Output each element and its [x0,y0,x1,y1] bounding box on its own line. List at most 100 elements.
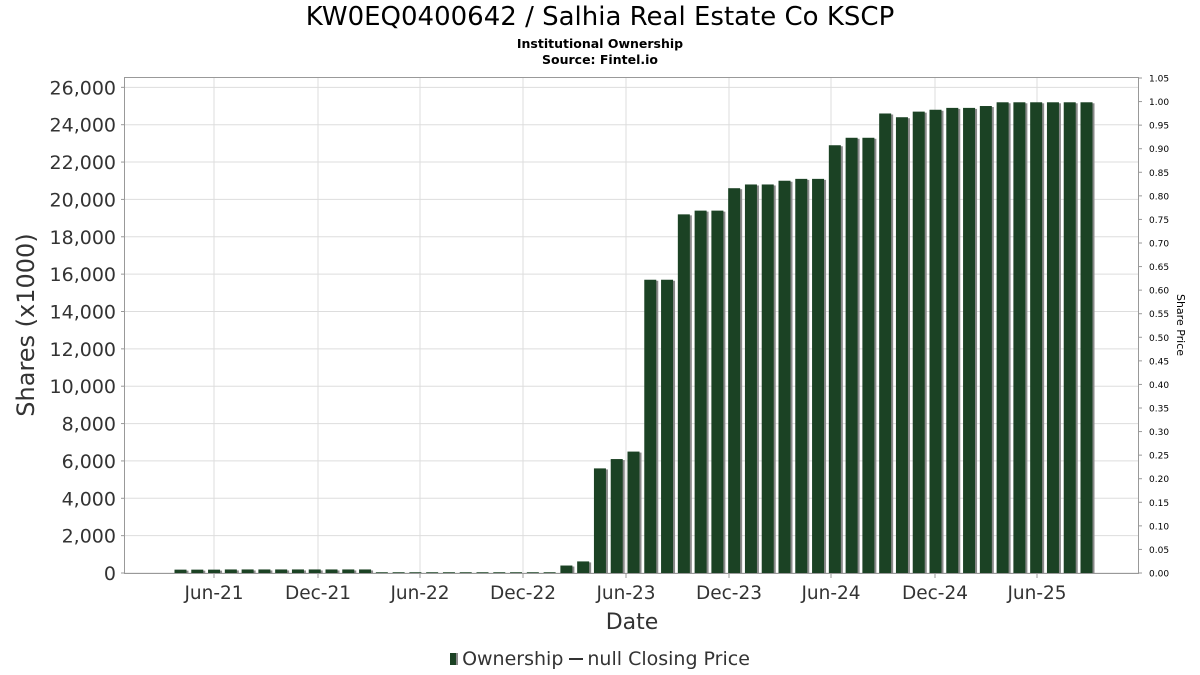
y-tick-label: 20,000 [50,189,116,211]
x-axis: Jun-21 Dec-21 Jun-22 Dec-22 Jun-23 Dec-23 Jun-… [183,573,1067,604]
y2-tick-label: 0.90 [1149,145,1169,155]
ownership-bar [812,178,825,573]
chart-subtitle: Institutional Ownership [516,36,684,51]
y2-tick-label: 0.65 [1149,263,1169,273]
ownership-bar [375,572,388,573]
y2-tick-label: 0.55 [1149,310,1169,320]
y2-tick-label: 1.00 [1149,98,1169,108]
ownership-bar [476,572,489,573]
ownership-bar [308,569,321,573]
y-tick-label: 12,000 [50,339,116,361]
y-tick-label: 22,000 [50,152,116,174]
y-tick-label: 16,000 [50,264,116,286]
ownership-bar [778,180,791,574]
ownership-bar [275,569,288,573]
y2-tick-label: 0.95 [1149,122,1169,132]
y-tick-label: 6,000 [62,451,116,473]
y-tick-label: 2,000 [62,526,116,548]
ownership-bar [761,184,774,574]
y-tick-label: 0 [104,563,116,585]
ownership-bar [359,569,372,573]
price-legend-label: null Closing Price [587,648,750,670]
x-tick-label: Dec-23 [696,583,762,604]
ownership-bar [325,569,338,573]
ownership-bar [593,468,606,573]
ownership-bar [1063,102,1076,573]
ownership-bar [644,279,657,573]
ownership-bar [862,137,875,573]
x-axis-label: Date [606,610,659,635]
y2-tick-label: 0.05 [1149,546,1169,556]
ownership-bar [208,569,221,573]
y-tick-label: 18,000 [50,227,116,249]
y2-axis-label: Share Price [1174,294,1187,356]
chart-source: Source: Fintel.io [542,52,658,67]
x-tick-label: Jun-24 [800,583,860,604]
y-axis-right: 0.00 0.05 0.10 0.15 0.20 0.25 0.30 0.35 0.40 0.45… [1138,75,1169,580]
ownership-bar [174,569,187,573]
ownership-bar [677,214,690,573]
y2-tick-label: 0.30 [1149,428,1169,438]
ownership-bar [912,111,925,573]
ownership-bar [291,569,304,573]
y-axis-left: 0 2,000 4,000 6,000 8,000 10,000 12,000 14,000 1… [50,77,125,585]
y2-tick-label: 0.10 [1149,522,1169,532]
ownership-bar [191,569,204,573]
ownership-bar [560,565,573,573]
y-axis-label: Shares (x1000) [12,233,40,416]
y-tick-label: 26,000 [50,77,116,99]
y-tick-label: 4,000 [62,488,116,510]
legend: Ownership null Closing Price [0,648,1200,670]
x-tick-label: Jun-23 [595,583,655,604]
ownership-bar [258,569,271,573]
ownership-bar [442,572,455,573]
y-tick-label: 10,000 [50,376,116,398]
ownership-bar [1080,102,1093,573]
y2-tick-label: 0.85 [1149,169,1169,179]
x-tick-label: Dec-24 [902,583,968,604]
ownership-bar [895,117,908,574]
ownership-bar [744,184,757,574]
x-tick-label: Jun-21 [183,583,243,604]
ownership-bar [1013,102,1026,573]
ownership-bar [979,106,992,574]
y2-tick-label: 0.75 [1149,216,1169,226]
ownership-bar [694,210,707,574]
x-tick-label: Dec-21 [285,583,351,604]
ownership-bar [409,572,422,573]
y2-tick-label: 0.45 [1149,357,1169,367]
y2-tick-label: 0.00 [1149,570,1169,580]
ownership-bar [342,569,355,573]
ownership-bars [174,102,1095,574]
ownership-bar [929,109,942,574]
chart-title: KW0EQ0400642 / Salhia Real Estate Co KSC… [305,2,895,32]
ownership-bar [526,572,539,573]
x-tick-label: Jun-25 [1006,583,1066,604]
ownership-bar [996,102,1009,573]
ownership-bar [946,107,959,574]
ownership-bar [577,561,590,573]
y2-tick-label: 0.20 [1149,475,1169,485]
y2-tick-label: 0.80 [1149,192,1169,202]
ownership-bar [459,572,472,573]
ownership-bar [963,107,976,574]
ownership-legend-label: Ownership [462,648,564,670]
x-tick-label: Jun-22 [389,583,449,604]
y2-tick-label: 0.60 [1149,287,1169,297]
ownership-bar [879,113,892,573]
price-legend-line [569,658,584,660]
ownership-bar [1046,102,1059,573]
y2-tick-label: 0.70 [1149,240,1169,250]
ownership-bar [795,178,808,573]
ownership-bar [426,572,439,573]
ownership-legend-swatch [450,653,459,665]
ownership-bar [711,210,724,574]
ownership-bar [828,145,841,573]
y-tick-label: 24,000 [50,115,116,137]
x-tick-label: Dec-22 [490,583,556,604]
y2-tick-label: 0.50 [1149,334,1169,344]
ownership-bar [493,572,506,573]
plot-area [124,77,1139,574]
ownership-bar [543,572,556,573]
